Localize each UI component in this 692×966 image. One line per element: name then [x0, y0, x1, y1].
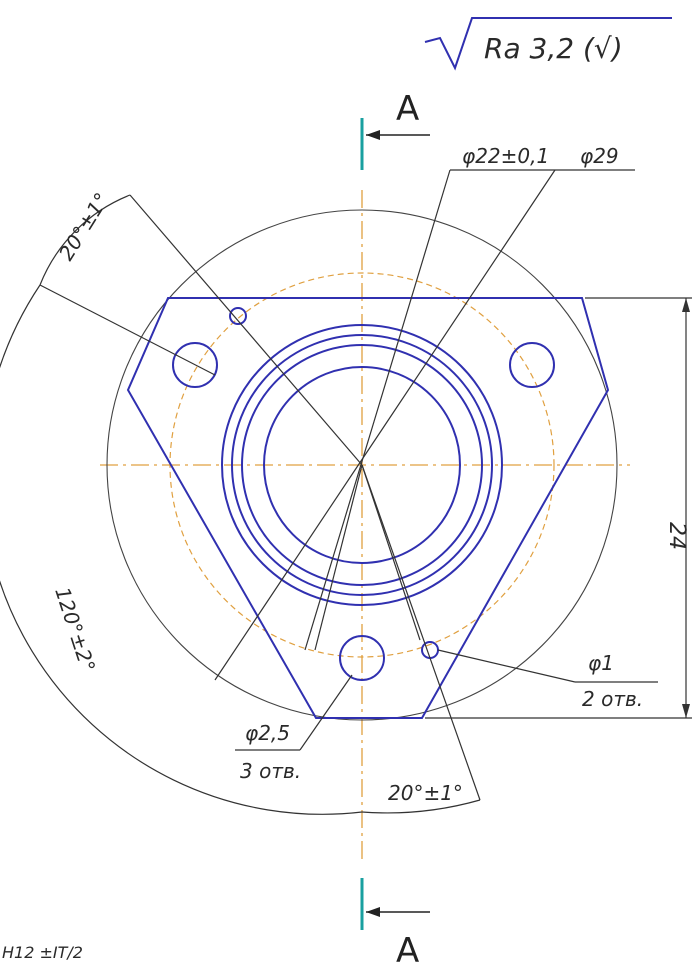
dim-height: 24 — [425, 297, 692, 719]
dim-hole-d25-text: φ2,5 — [245, 721, 290, 745]
dim-angle-bottom-text: 20°±1° — [388, 781, 463, 805]
dim-height-text: 24 — [664, 522, 689, 550]
dim-hole-d25-count: 3 отв. — [240, 759, 301, 783]
dim-angle-big-text: 120°±2° — [50, 584, 100, 675]
section-marker-bottom: A — [360, 878, 430, 966]
holes-d1 — [229, 307, 439, 659]
dim-angle-bottom: 20°±1° — [361, 781, 481, 814]
corner-note: H12 ±IT/2 — [2, 943, 83, 962]
dim-d22-text: φ22±0,1 — [462, 144, 549, 168]
dim-d22: φ22±0,1 — [450, 144, 555, 171]
dim-d29: φ29 — [555, 144, 635, 171]
section-marker-top: A — [360, 89, 430, 170]
section-label-bottom: A — [396, 931, 419, 966]
dim-hole-d1: φ1 2 отв. — [437, 649, 658, 711]
outer-circle — [106, 209, 618, 721]
holes-d25 — [172, 342, 555, 681]
roughness-text: Ra 3,2 (√) — [484, 32, 623, 65]
flange-outline — [126, 297, 610, 719]
centerlines — [100, 190, 630, 860]
dim-hole-d1-count: 2 отв. — [582, 687, 643, 711]
leaders — [39, 169, 556, 801]
dim-hole-d1-text: φ1 — [588, 651, 614, 675]
roughness-symbol: Ra 3,2 (√) — [424, 17, 672, 71]
dim-angle-big: 120°±2° — [0, 284, 363, 815]
dim-angle-top-text: 20°±1° — [54, 188, 114, 264]
dim-angle-top: 20°±1° — [39, 188, 131, 286]
dim-d29-text: φ29 — [580, 144, 619, 168]
central-bore — [221, 324, 503, 606]
section-label-top: A — [396, 89, 419, 129]
dim-hole-d25: φ2,5 3 отв. — [235, 674, 353, 783]
